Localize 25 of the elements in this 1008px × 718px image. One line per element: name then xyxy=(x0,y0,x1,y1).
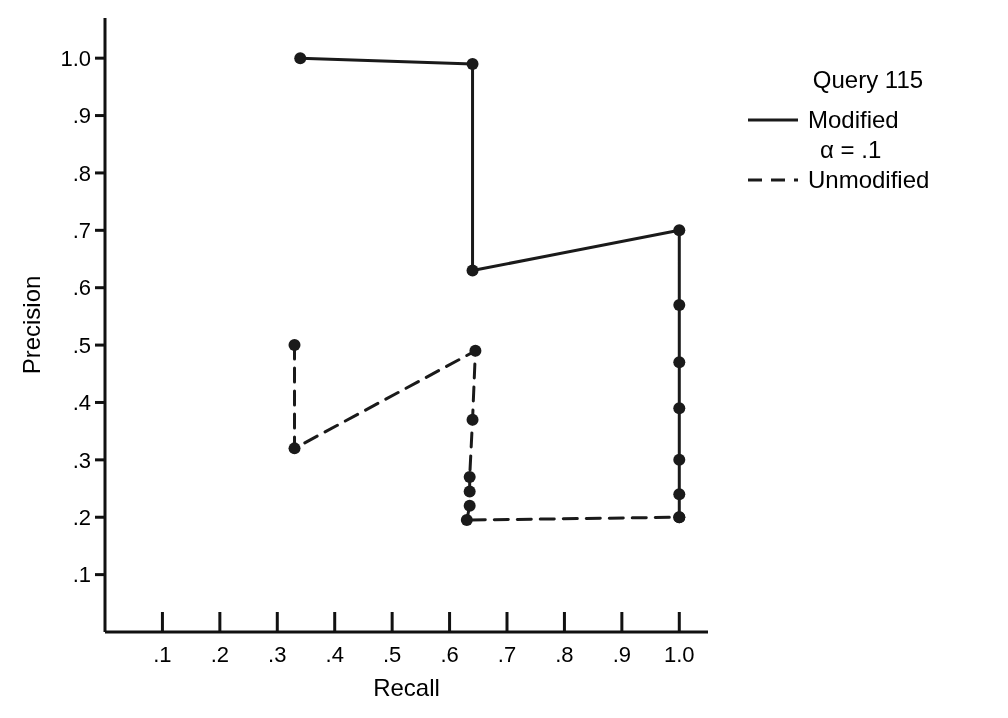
legend-label: Modified α = .1 xyxy=(808,106,899,163)
x-tick-label: .1 xyxy=(153,642,172,667)
x-tick-label: .6 xyxy=(440,642,459,667)
x-tick-label: .8 xyxy=(555,642,574,667)
y-tick-label: .9 xyxy=(72,103,91,129)
legend-title: Query 115 xyxy=(812,66,924,93)
x-tick-label: .2 xyxy=(210,642,230,667)
y-tick-label: 1.0 xyxy=(60,45,91,71)
x-tick-label: 1.0 xyxy=(663,642,695,667)
legend-label: Unmodified xyxy=(808,166,930,193)
x-tick-label: .3 xyxy=(268,642,287,667)
x-axis-title: Recall xyxy=(373,674,440,701)
y-tick-label: .1 xyxy=(72,562,91,588)
x-tick-label: .4 xyxy=(325,642,344,667)
x-tick-label: .7 xyxy=(497,642,517,667)
y-tick-label: .6 xyxy=(72,275,91,301)
y-tick-label: .2 xyxy=(72,504,91,530)
y-tick-label: .5 xyxy=(72,332,91,358)
x-tick-label: .5 xyxy=(382,642,402,667)
y-tick-label: .7 xyxy=(72,218,91,244)
y-axis-title: Precision xyxy=(18,275,45,375)
y-tick-label: .3 xyxy=(72,447,91,473)
y-tick-label: .8 xyxy=(72,160,91,186)
y-tick-label: .4 xyxy=(72,390,91,416)
x-tick-label: .9 xyxy=(612,642,632,667)
